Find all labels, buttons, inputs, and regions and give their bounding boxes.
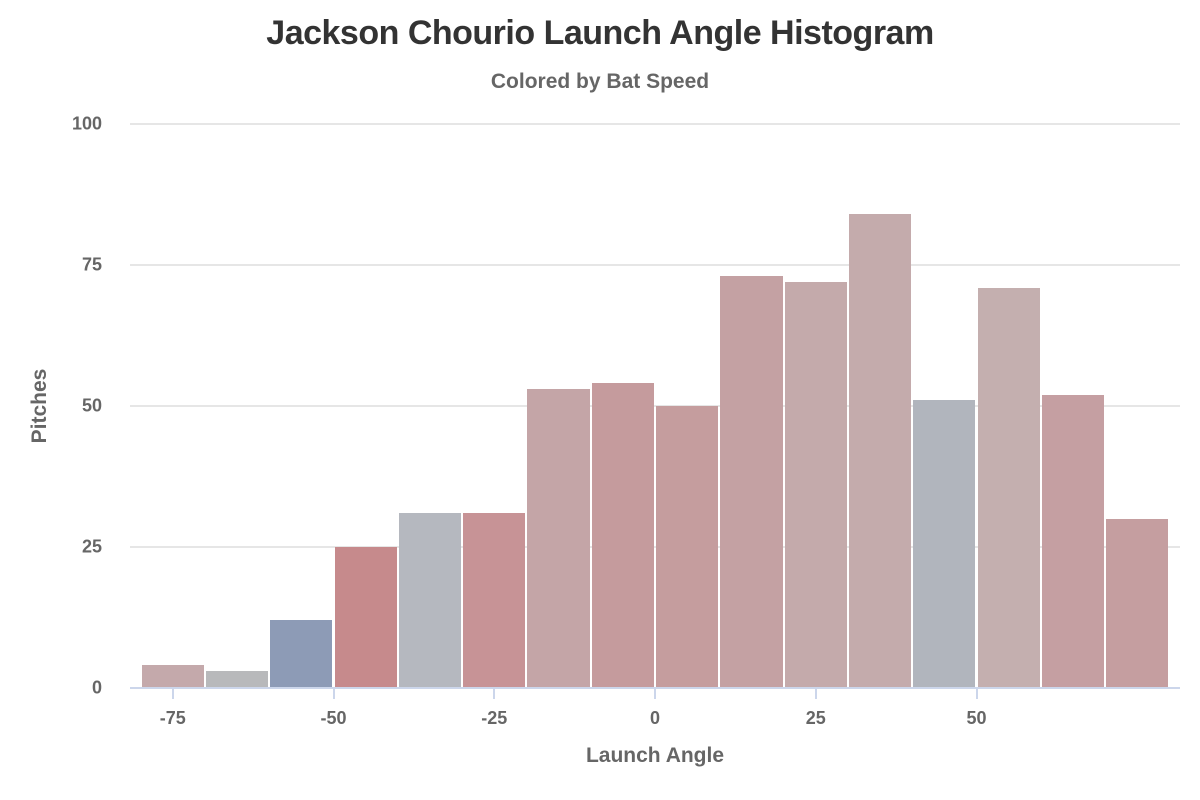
x-tick-mark bbox=[975, 689, 978, 699]
histogram-bar[interactable] bbox=[848, 214, 912, 688]
histogram-bar[interactable] bbox=[205, 671, 269, 688]
x-tick-label: 0 bbox=[649, 708, 661, 728]
gridline bbox=[130, 264, 1180, 266]
y-tick-label: 75 bbox=[81, 254, 102, 275]
histogram-bar[interactable] bbox=[591, 383, 654, 688]
x-tick-mark bbox=[814, 689, 817, 699]
x-axis-line bbox=[130, 687, 1180, 689]
x-axis-label: Launch Angle bbox=[585, 744, 725, 767]
gridline bbox=[130, 546, 1180, 548]
chart-title: Jackson Chourio Launch Angle Histogram bbox=[266, 14, 934, 52]
x-tick-mark bbox=[493, 689, 496, 699]
y-axis-label: Pitches bbox=[28, 368, 51, 444]
y-tick-label: 50 bbox=[81, 395, 102, 416]
histogram-bar[interactable] bbox=[334, 547, 397, 688]
x-tick-mark bbox=[171, 689, 174, 699]
y-tick-label: 0 bbox=[91, 677, 102, 698]
histogram-bar[interactable] bbox=[1041, 394, 1105, 688]
histogram-bar[interactable] bbox=[913, 400, 976, 688]
gridline bbox=[130, 405, 1180, 407]
x-tick-label: -25 bbox=[481, 708, 508, 728]
x-tick-mark bbox=[654, 689, 656, 699]
histogram-bar[interactable] bbox=[527, 389, 590, 688]
histogram-bar[interactable] bbox=[463, 513, 526, 688]
gridline bbox=[130, 123, 1180, 125]
x-tick-label: -50 bbox=[320, 708, 347, 728]
histogram-bar[interactable] bbox=[1106, 518, 1169, 688]
histogram-bar[interactable] bbox=[398, 513, 462, 688]
histogram-bar[interactable] bbox=[720, 276, 783, 688]
x-tick-label: 25 bbox=[805, 708, 826, 728]
x-tick-mark bbox=[332, 689, 335, 699]
histogram-bar[interactable] bbox=[977, 287, 1040, 688]
histogram-bar[interactable] bbox=[656, 406, 719, 688]
histogram-bar[interactable] bbox=[141, 665, 204, 688]
histogram-bar[interactable] bbox=[270, 620, 333, 688]
chart-subtitle: Colored by Bat Speed bbox=[490, 70, 710, 93]
histogram-bar[interactable] bbox=[784, 281, 847, 688]
y-tick-label: 100 bbox=[71, 113, 102, 134]
x-tick-label: 50 bbox=[966, 708, 987, 728]
y-tick-label: 25 bbox=[81, 536, 102, 557]
x-tick-label: -75 bbox=[159, 708, 186, 728]
